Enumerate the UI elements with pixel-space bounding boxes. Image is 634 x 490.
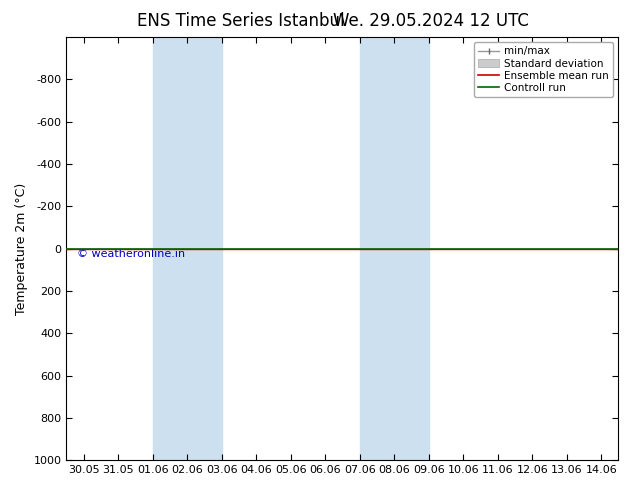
Text: © weatheronline.in: © weatheronline.in: [77, 248, 186, 259]
Bar: [153, 37, 222, 460]
Text: We. 29.05.2024 12 UTC: We. 29.05.2024 12 UTC: [333, 12, 529, 30]
Legend: min/max, Standard deviation, Ensemble mean run, Controll run: min/max, Standard deviation, Ensemble me…: [474, 42, 613, 97]
Text: ENS Time Series Istanbul: ENS Time Series Istanbul: [137, 12, 345, 30]
Bar: [359, 37, 429, 460]
Y-axis label: Temperature 2m (°C): Temperature 2m (°C): [15, 182, 28, 315]
